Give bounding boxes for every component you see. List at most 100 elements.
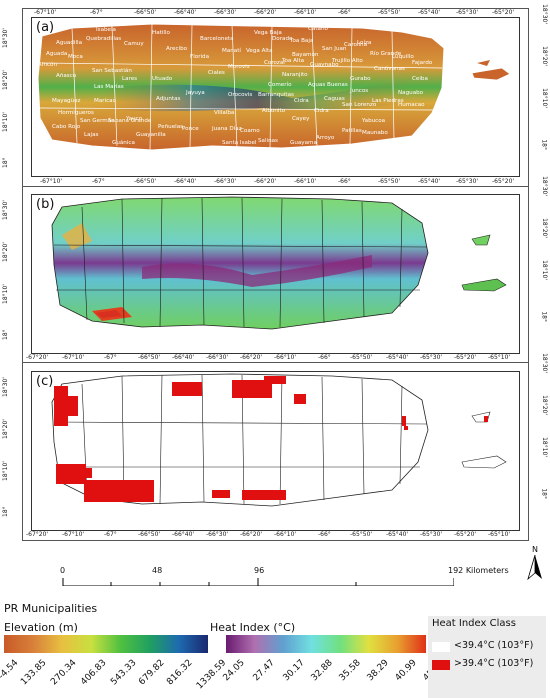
- lon-tick: -67°: [104, 531, 117, 538]
- lon-tick: -65°20': [492, 9, 515, 16]
- lat-tick: 18°20': [541, 395, 548, 415]
- lon-tick: -66°50': [134, 178, 157, 185]
- lon-tick: -67°20': [26, 354, 49, 361]
- muni-label: Ponce: [182, 126, 199, 132]
- elevation-value: 406.83: [79, 658, 109, 688]
- muni-label: Moca: [68, 54, 83, 60]
- lon-tick: -65°20': [454, 531, 477, 538]
- muni-label: San Germán: [80, 118, 115, 124]
- lon-tick: -66°: [338, 9, 351, 16]
- scale-label: 48: [152, 566, 163, 575]
- heat-index-value: 30.17: [281, 658, 307, 684]
- muni-label: Maricao: [94, 98, 117, 104]
- panel-c-frame: [22, 362, 529, 541]
- lat-tick: 18°: [2, 329, 9, 340]
- elevation-value: 133.85: [19, 658, 49, 688]
- muni-label: Rincón: [38, 62, 58, 68]
- lon-tick: -65°30': [456, 9, 479, 16]
- muni-label: Añasco: [56, 73, 77, 79]
- muni-label: Morovis: [228, 64, 250, 70]
- lon-tick: -66°20': [254, 9, 277, 16]
- muni-label: Fajardo: [412, 60, 433, 66]
- muni-label: Cabo Rojo: [52, 124, 81, 130]
- lon-tick: -66°50': [134, 9, 157, 16]
- lon-tick: -66°20': [240, 531, 263, 538]
- muni-label: Cayey: [292, 116, 310, 122]
- lon-tick: -66°10': [294, 178, 317, 185]
- muni-label: Canóvanas: [374, 66, 405, 72]
- lat-tick: 18°20': [541, 46, 548, 66]
- muni-label: Guaynabo: [310, 62, 339, 68]
- muni-label: Coamo: [240, 128, 260, 134]
- muni-label: Aguadilla: [56, 40, 82, 46]
- lat-tick: 18°30': [541, 353, 548, 373]
- heat-index-color-ramp: [226, 635, 426, 653]
- muni-label: Naranjito: [282, 72, 308, 78]
- lat-tick: 18°30': [541, 176, 548, 196]
- muni-label: Yabucoa: [362, 118, 386, 124]
- panel-c-label: (c): [36, 374, 54, 389]
- lat-tick: 18°10': [2, 461, 9, 481]
- muni-label: San Juan: [322, 46, 347, 52]
- muni-label: Aguas Buenas: [308, 82, 348, 88]
- muni-label: Guayanilla: [136, 132, 166, 138]
- muni-label: Culebra: [444, 58, 466, 64]
- muni-label: Manatí: [222, 48, 241, 54]
- lat-tick: 18°: [541, 311, 548, 322]
- lat-tick: 18°: [541, 139, 548, 150]
- elevation-map: [37, 23, 511, 151]
- muni-label: Villalba: [214, 110, 235, 116]
- lat-tick: 18°20': [2, 70, 9, 90]
- lon-tick: -66°: [318, 354, 331, 361]
- muni-label: Arecibo: [166, 46, 188, 52]
- muni-label: Carolina: [344, 42, 368, 48]
- muni-label: Peñuelas: [158, 124, 184, 130]
- muni-label: Orocovis: [228, 92, 253, 98]
- muni-label: Las Piedras: [372, 98, 404, 104]
- elevation-value: 816.32: [165, 658, 195, 688]
- muni-label: Guánica: [112, 140, 135, 146]
- lon-tick: -66°: [318, 531, 331, 538]
- muni-label: Vega Baja: [254, 30, 282, 36]
- lon-tick: -66°30': [206, 354, 229, 361]
- elevation-value: -4.54: [0, 658, 21, 682]
- lon-tick: -65°40': [418, 9, 441, 16]
- muni-label: Vieques: [442, 136, 465, 142]
- muni-label: Cataño: [308, 26, 328, 32]
- muni-label: Adjuntas: [156, 96, 181, 102]
- class-swatch-above: [432, 660, 450, 670]
- north-label: N: [532, 545, 538, 554]
- scale-label: 0: [60, 566, 66, 575]
- muni-label: Loíza: [357, 40, 372, 46]
- class-label-above: >39.4°C (103°F): [454, 658, 534, 669]
- muni-label: San Sebastián: [92, 68, 132, 74]
- heat-index-legend-title: Heat Index (°C): [210, 621, 296, 634]
- lat-tick: 18°30': [2, 200, 9, 220]
- lat-tick: 18°30': [541, 4, 548, 24]
- lon-tick: -66°40': [172, 354, 195, 361]
- muni-label: Juncos: [350, 88, 369, 94]
- lon-tick: -66°50': [138, 531, 161, 538]
- lon-tick: -66°40': [174, 178, 197, 185]
- muni-label: Patillas: [342, 128, 362, 134]
- lon-tick: -66°10': [294, 9, 317, 16]
- muni-label: Santa Isabel: [222, 140, 257, 146]
- lon-tick: -66°: [338, 178, 351, 185]
- muni-label: Lajas: [84, 132, 99, 138]
- lon-tick: -66°10': [274, 531, 297, 538]
- lon-tick: -66°40': [174, 9, 197, 16]
- lon-tick: -65°50': [378, 9, 401, 16]
- muni-label: Gurabo: [350, 76, 371, 82]
- muni-label: Ciales: [208, 70, 225, 76]
- muni-label: Vega Alta: [246, 48, 273, 54]
- muni-label: Arroyo: [316, 135, 335, 141]
- muni-label: San Lorenzo: [342, 102, 377, 108]
- muni-label: Bayamón: [292, 52, 319, 58]
- lat-tick: 18°20': [2, 242, 9, 262]
- panel-a-map: (a) Isabela Quebradillas Camuy Ha: [31, 17, 520, 177]
- lon-tick: -67°: [104, 354, 117, 361]
- legend-title: PR Municipalities: [4, 602, 98, 615]
- lon-tick: -65°10': [488, 531, 511, 538]
- lon-tick: -65°30': [456, 178, 479, 185]
- elevation-value: 679.82: [137, 658, 167, 688]
